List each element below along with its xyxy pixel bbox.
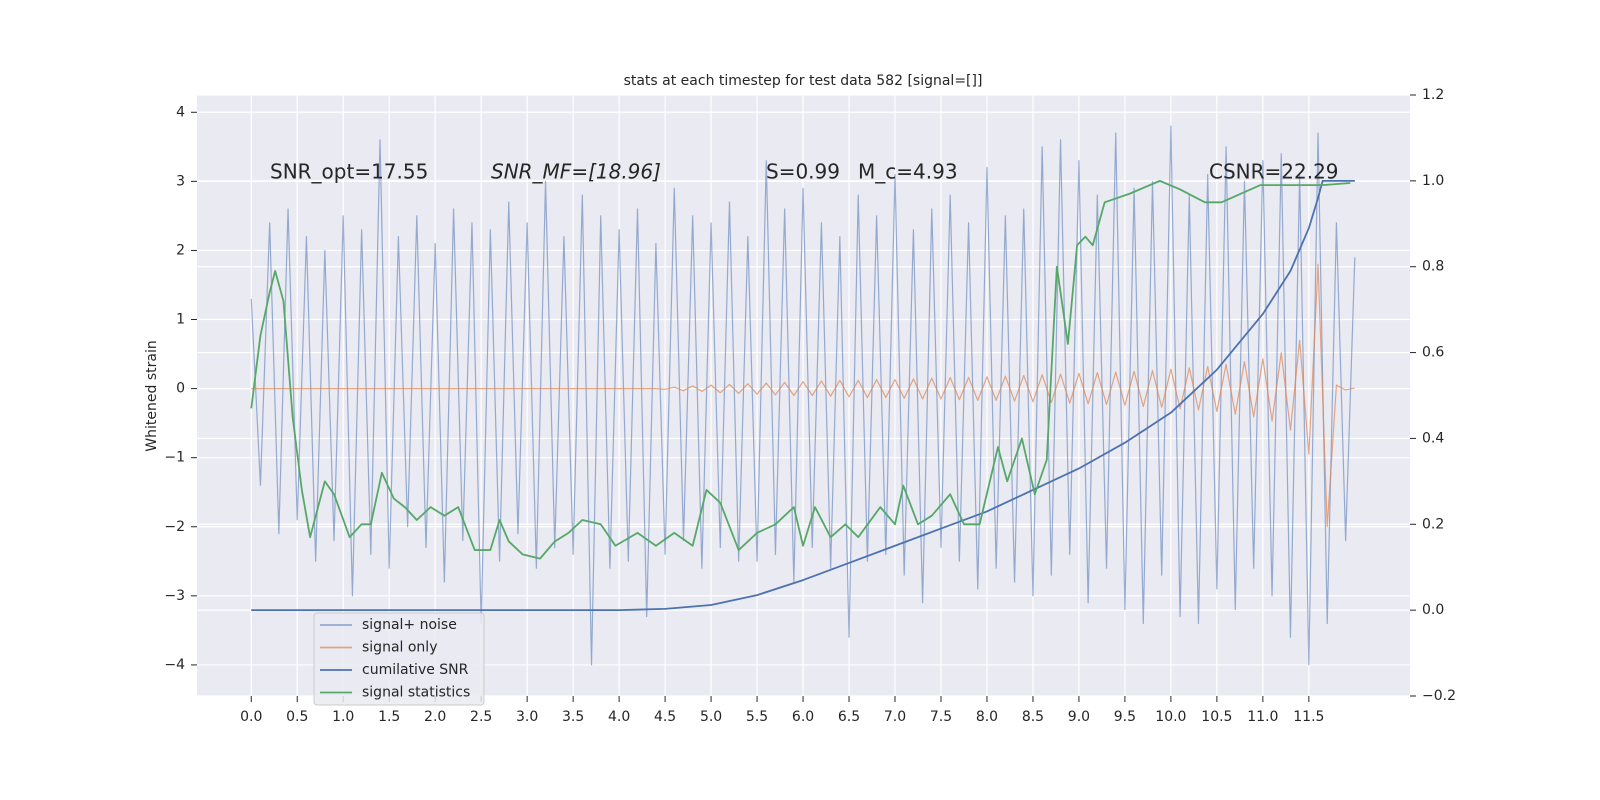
legend-label: signal+ noise <box>362 617 457 633</box>
x-tick-label: 11.0 <box>1247 709 1278 725</box>
x-tick-label: 4.0 <box>608 709 630 725</box>
x-tick-label: 8.5 <box>1022 709 1044 725</box>
annotation: CSNR=22.29 <box>1209 160 1339 184</box>
x-tick-label: 9.5 <box>1114 709 1136 725</box>
x-tick-label: 6.5 <box>838 709 860 725</box>
annotation: M_c=4.93 <box>858 160 958 184</box>
x-tick-label: 1.5 <box>378 709 400 725</box>
x-tick-label: 10.5 <box>1201 709 1232 725</box>
x-tick-label: 7.5 <box>930 709 952 725</box>
x-tick-label: 2.0 <box>424 709 446 725</box>
x-tick-label: 0.0 <box>240 709 262 725</box>
axes: 0.0 0.5 1.0 1.5 2.0 2.5 3.0 3.5 4.0 4.5 5.0 5.5 6.0 6… <box>164 87 1456 725</box>
x-tick-label: 11.5 <box>1293 709 1324 725</box>
y-tick-label: 2 <box>176 242 185 258</box>
marks <box>250 125 1356 666</box>
y-tick-label: 0 <box>176 381 185 397</box>
x-tick-label: 10.0 <box>1155 709 1186 725</box>
y2-tick-label: 0.2 <box>1422 516 1444 532</box>
x-tick-label: 2.5 <box>470 709 492 725</box>
x-tick-label: 5.5 <box>746 709 768 725</box>
y-tick-label: −4 <box>164 657 185 673</box>
y2-tick-label: 1.0 <box>1422 173 1444 189</box>
y-tick-label: 1 <box>176 312 185 328</box>
y2-tick-label: 1.2 <box>1422 87 1444 103</box>
y2-tick-label: 0.0 <box>1422 602 1444 618</box>
x-tick-label: 6.0 <box>792 709 814 725</box>
y2-tick-label: 0.4 <box>1422 430 1444 446</box>
legend-label: signal only <box>362 640 437 656</box>
x-tick-label: 4.5 <box>654 709 676 725</box>
y-tick-label: −2 <box>164 519 185 535</box>
y2-tick-label: −0.2 <box>1422 688 1456 704</box>
x-tick-label: 7.0 <box>884 709 906 725</box>
y-tick-label: −1 <box>164 450 185 466</box>
annotation: S=0.99 <box>766 160 840 184</box>
legend-box <box>313 612 485 706</box>
series-line <box>250 125 1356 666</box>
y-tick-label: −3 <box>164 588 185 604</box>
legend-label: signal statistics <box>362 685 470 701</box>
y-tick-label: 4 <box>176 104 185 120</box>
series-line <box>251 263 1355 528</box>
y-axis-label: Whitened strain <box>144 340 160 451</box>
x-tick-label: 8.0 <box>976 709 998 725</box>
y2-tick-label: 0.6 <box>1422 345 1444 361</box>
legend-label: cumilative SNR <box>362 662 469 678</box>
y2-tick-label: 0.8 <box>1422 259 1444 275</box>
x-tick-label: 9.0 <box>1068 709 1090 725</box>
legend: signal+ noise signal only cumilative SNR si… <box>313 612 485 706</box>
y-tick-label: 3 <box>176 173 185 189</box>
x-tick-label: 1.0 <box>332 709 354 725</box>
chart-title: stats at each timestep for test data 582… <box>624 73 983 89</box>
annotation: SNR_opt=17.55 <box>270 160 428 184</box>
x-tick-label: 0.5 <box>286 709 308 725</box>
annotation: SNR_MF=[18.96] <box>491 160 661 184</box>
x-tick-label: 3.0 <box>516 709 538 725</box>
series-line <box>250 179 1351 560</box>
x-tick-label: 3.5 <box>562 709 584 725</box>
x-tick-label: 5.0 <box>700 709 722 725</box>
